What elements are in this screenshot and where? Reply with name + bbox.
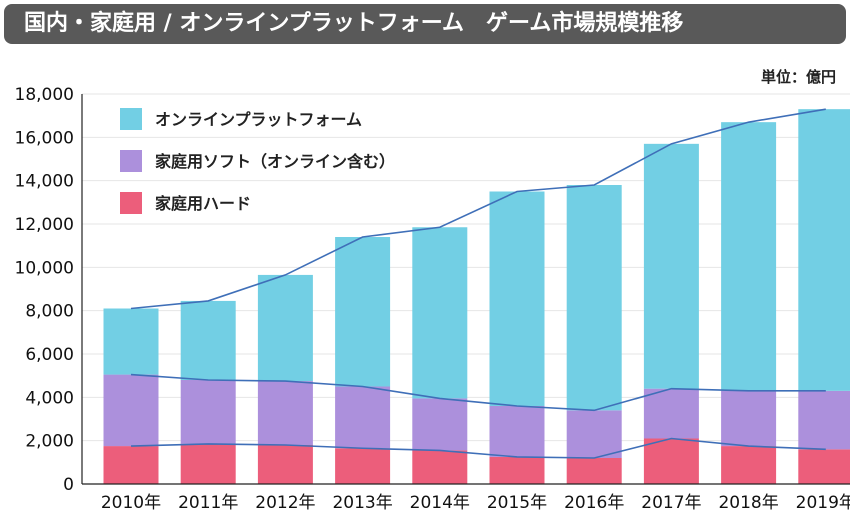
x-tick-label: 2015年 [487, 493, 547, 513]
bar-segment-software [180, 380, 236, 444]
x-tick-label: 2016年 [564, 493, 624, 513]
connector-line-hardware [130, 437, 826, 459]
x-tick-label: 2010年 [101, 493, 161, 513]
bar-segment-hardware [721, 446, 777, 484]
legend-label-software: 家庭用ソフト（オンライン含む） [155, 152, 395, 171]
bar-segment-online [257, 274, 313, 382]
bar-segment-software [103, 374, 159, 447]
bar-segment-online [412, 227, 468, 399]
bar-segment-software [412, 398, 468, 451]
bar-segment-software [643, 388, 699, 439]
bar-segment-online [643, 143, 699, 389]
axes [81, 94, 850, 485]
x-axis-ticks: 2010年 2011年 2012年 2013年 2014年 2015年 2016年 2017年… [101, 493, 850, 513]
y-tick-label: 2,000 [25, 432, 74, 452]
y-tick-label: 18,000 [15, 85, 74, 105]
bars [103, 109, 850, 484]
bar-segment-hardware [566, 458, 622, 484]
bar-segment-hardware [798, 449, 850, 484]
bar-segment-online [180, 300, 236, 380]
bar-segment-online [566, 185, 622, 411]
y-tick-label: 0 [63, 475, 74, 495]
y-tick-label: 16,000 [15, 128, 74, 148]
y-tick-label: 14,000 [15, 172, 74, 192]
y-axis-ticks: 0 2,000 4,000 6,000 8,000 10,000 12,000 14,000 1… [15, 85, 74, 495]
bar-segment-software [335, 386, 391, 449]
x-tick-label: 2017年 [641, 493, 701, 513]
legend-label-hardware: 家庭用ハード [155, 194, 251, 213]
bar-segment-software [798, 390, 850, 450]
bar-segment-hardware [257, 445, 313, 484]
bar-segment-hardware [335, 448, 391, 484]
bar-segment-software [566, 410, 622, 458]
x-tick-label: 2018年 [718, 493, 778, 513]
connector-line-software [130, 373, 826, 412]
bar-segment-software [257, 381, 313, 445]
legend-swatch-online [120, 108, 142, 130]
connector-lines [130, 108, 826, 459]
y-tick-label: 4,000 [25, 388, 74, 408]
bar-segment-hardware [489, 456, 545, 484]
bar-segment-hardware [643, 438, 699, 484]
bar-segment-online [721, 122, 777, 391]
bar-segment-hardware [412, 450, 468, 484]
legend-swatch-hardware [120, 192, 142, 214]
x-tick-label: 2013年 [332, 493, 392, 513]
x-tick-label: 2011年 [178, 493, 238, 513]
bar-segment-software [721, 390, 777, 447]
y-tick-label: 6,000 [25, 345, 74, 365]
y-tick-label: 12,000 [15, 215, 74, 235]
x-tick-label: 2014年 [410, 493, 470, 513]
bar-segment-software [489, 406, 545, 457]
bar-segment-hardware [103, 446, 159, 484]
chart-title: 国内・家庭用 / オンラインプラットフォーム ゲーム市場規模推移 [4, 4, 846, 44]
bar-segment-hardware [180, 443, 236, 484]
y-tick-label: 10,000 [15, 258, 74, 278]
x-tick-label: 2019年 [796, 493, 850, 513]
legend-label-online: オンラインプラットフォーム [155, 110, 362, 129]
x-tick-label: 2012年 [255, 493, 315, 513]
y-tick-label: 8,000 [25, 302, 74, 322]
legend-swatch-software [120, 150, 142, 172]
bar-segment-online [798, 109, 850, 391]
bar-segment-online [103, 308, 159, 375]
unit-label: 単位：億円 [760, 68, 836, 86]
bar-segment-online [335, 237, 391, 387]
connector-line-online [130, 108, 826, 310]
bar-segment-online [489, 191, 545, 406]
